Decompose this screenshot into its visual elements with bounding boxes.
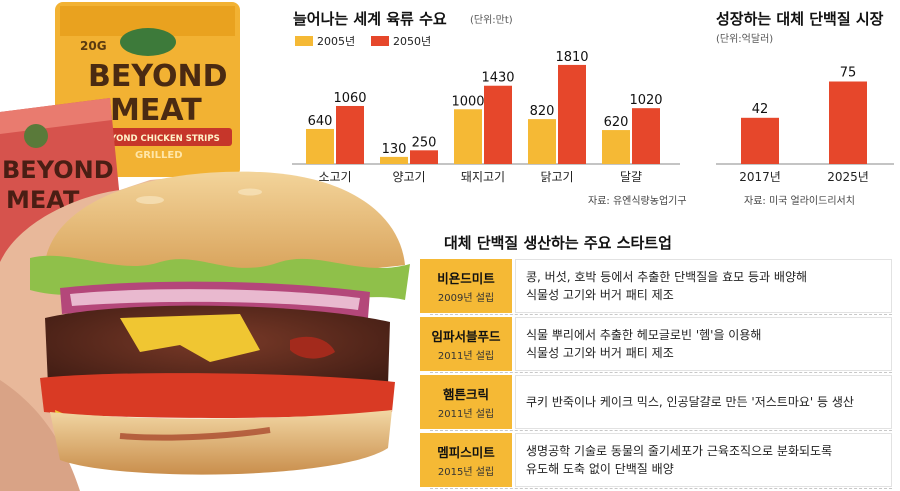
startup-desc-line1: 식물 뿌리에서 추출한 헤모글로빈 '헴'을 이용해 (526, 328, 762, 342)
tomato (40, 373, 395, 418)
legend-2005-swatch (295, 36, 313, 46)
startup-row: 비욘드미트 2009년 설립 콩, 버섯, 호박 등에서 추출한 단백질을 효모… (420, 257, 900, 315)
meat-demand-unit: (단위:만t) (470, 15, 513, 26)
legend-2050: 2050년 (371, 33, 431, 49)
market-title: 성장하는 대체 단백질 시장 (716, 10, 884, 28)
startup-name-box: 비욘드미트 2009년 설립 (420, 259, 512, 313)
startup-name: 햄튼크릭 (442, 387, 489, 402)
startup-founded: 2015년 설립 (437, 467, 495, 478)
startup-description: 콩, 버섯, 호박 등에서 추출한 단백질을 효모 등과 배양해 식물성 고기와… (515, 259, 892, 313)
category-tick-label: 소고기 (318, 170, 351, 184)
legend-2005-label: 2005년 (317, 35, 356, 48)
market-bar (741, 117, 779, 164)
category-tick-label: 돼지고기 (461, 170, 505, 184)
package-front-line1: BEYOND (2, 156, 114, 184)
startup-founded: 2011년 설립 (437, 409, 495, 420)
startup-founded: 2009년 설립 (437, 293, 495, 304)
package-brand-line2: MEAT (110, 93, 202, 128)
cheese (120, 314, 260, 362)
category-tick-label: 달걀 (620, 170, 642, 184)
bar-2005 (528, 119, 556, 164)
bar-value-label: 1020 (629, 93, 662, 108)
bar-2005 (380, 156, 408, 164)
startup-desc-line1: 쿠키 반죽이나 케이크 믹스, 인공달걀로 만든 '저스트마요' 등 생산 (526, 395, 854, 409)
startup-row: 임파서블푸드 2011년 설립 식물 뿌리에서 추출한 헤모글로빈 '헴'을 이… (420, 315, 900, 373)
market-value-label: 42 (752, 102, 769, 117)
legend-2050-label: 2050년 (393, 35, 432, 48)
bar-value-label: 1000 (451, 94, 484, 109)
market-tick-label: 2025년 (827, 170, 869, 184)
market-tick-label: 2017년 (739, 170, 781, 184)
startup-name-box: 멤피스미트 2015년 설립 (420, 433, 512, 487)
legend-2050-swatch (371, 36, 389, 46)
bar-value-label: 130 (382, 142, 407, 157)
burger-photo: 20G BEYOND MEAT BEYOND CHICKEN STRIPS GR… (0, 2, 410, 491)
category-tick-label: 닭고기 (540, 170, 573, 184)
startup-row: 햄튼크릭 2011년 설립 쿠키 반죽이나 케이크 믹스, 인공달걀로 만든 '… (420, 373, 900, 431)
market-unit: (단위:억달러) (716, 34, 774, 45)
startup-founded: 2011년 설립 (437, 351, 495, 362)
startup-name-box: 임파서블푸드 2011년 설립 (420, 317, 512, 371)
bar-value-label: 620 (604, 115, 629, 130)
bun-bottom (50, 410, 392, 475)
package-sub: BEYOND CHICKEN STRIPS (98, 134, 220, 144)
startup-desc-line2: 유도해 도축 없이 단백질 배양 (526, 462, 674, 476)
startup-name-box: 햄튼크릭 2011년 설립 (420, 375, 512, 429)
startup-name: 임파서블푸드 (431, 329, 501, 344)
package-brand-line1: BEYOND (88, 59, 228, 94)
bar-2050 (336, 105, 364, 164)
startup-desc-line2: 식물성 고기와 버거 패티 제조 (526, 288, 674, 302)
bar-value-label: 1810 (555, 50, 588, 65)
bar-2005 (306, 128, 334, 164)
startup-desc-line1: 생명공학 기술로 동물의 줄기세포가 근육조직으로 분화되도록 (526, 444, 833, 458)
legend-2005: 2005년 (295, 33, 355, 49)
category-tick-label: 양고기 (392, 170, 425, 184)
bar-2005 (454, 109, 482, 164)
bar-value-label: 250 (412, 135, 437, 150)
package-sub2: GRILLED (135, 150, 183, 161)
bar-value-label: 820 (530, 104, 555, 119)
meat-demand-title: 늘어나는 세계 육류 수요 (293, 10, 447, 28)
bar-value-label: 640 (308, 114, 333, 129)
startup-name: 멤피스미트 (437, 445, 495, 460)
bar-value-label: 1060 (333, 91, 366, 106)
startup-section-title: 대체 단백질 생산하는 주요 스타트업 (444, 234, 672, 252)
startup-description: 식물 뿌리에서 추출한 헤모글로빈 '헴'을 이용해 식물성 고기와 버거 패티… (515, 317, 892, 371)
bar-2050 (410, 150, 438, 164)
startup-description: 생명공학 기술로 동물의 줄기세포가 근육조직으로 분화되도록 유도해 도축 없… (515, 433, 892, 487)
market-chart: 42 2017년 75 2025년 (716, 66, 894, 184)
meat-demand-source: 자료: 유엔식량농업기구 (588, 196, 687, 207)
startup-description: 쿠키 반죽이나 케이크 믹스, 인공달걀로 만든 '저스트마요' 등 생산 (515, 375, 892, 429)
startup-list: 비욘드미트 2009년 설립 콩, 버섯, 호박 등에서 추출한 단백질을 효모… (420, 257, 900, 489)
bar-2050 (558, 64, 586, 164)
market-source: 자료: 미국 얼라이드리서치 (744, 196, 855, 207)
startup-desc-line1: 콩, 버섯, 호박 등에서 추출한 단백질을 효모 등과 배양해 (526, 270, 808, 284)
package-weight: 20G (80, 39, 107, 53)
bar-2050 (484, 85, 512, 164)
startup-row: 멤피스미트 2015년 설립 생명공학 기술로 동물의 줄기세포가 근육조직으로… (420, 431, 900, 489)
startup-name: 비욘드미트 (437, 271, 495, 286)
market-bar (829, 81, 867, 164)
bar-2050 (632, 108, 660, 164)
market-value-label: 75 (840, 66, 857, 81)
startup-desc-line2: 식물성 고기와 버거 패티 제조 (526, 346, 674, 360)
bar-2005 (602, 130, 630, 164)
bun-top (45, 171, 405, 275)
bar-value-label: 1430 (481, 71, 514, 86)
